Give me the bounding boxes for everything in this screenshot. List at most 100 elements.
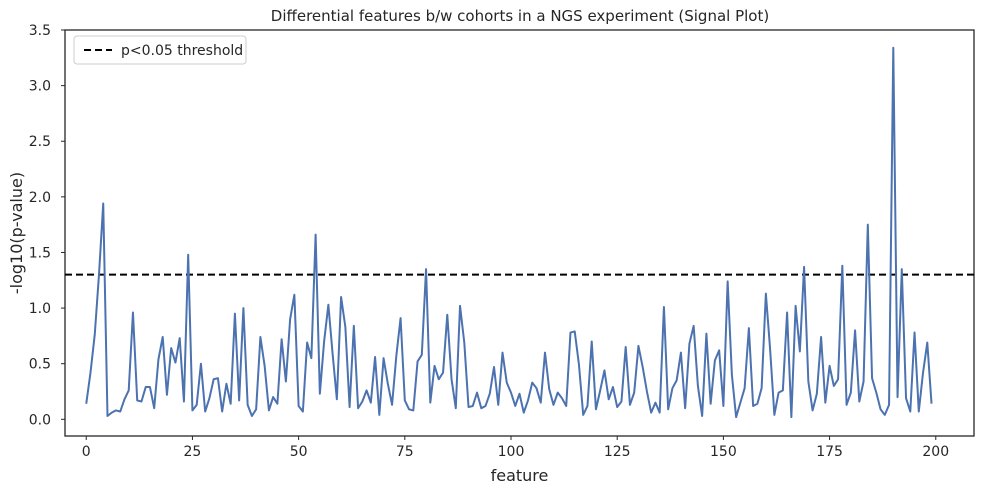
data-point — [680, 352, 682, 354]
data-point — [629, 404, 631, 406]
legend: p<0.05 threshold — [73, 35, 247, 65]
data-point — [671, 387, 673, 389]
data-point — [472, 405, 474, 407]
chart-title: Differential features b/w cohorts in a N… — [271, 7, 769, 25]
data-point — [98, 274, 100, 276]
data-point — [612, 386, 614, 388]
data-point — [829, 365, 831, 367]
data-point — [387, 383, 389, 385]
data-point — [285, 380, 287, 382]
data-point — [871, 377, 873, 379]
data-point — [710, 403, 712, 405]
y-tick-label: 3.5 — [29, 23, 51, 39]
y-tick-label: 1.0 — [29, 301, 51, 317]
data-point — [115, 409, 117, 411]
data-point — [327, 304, 329, 306]
data-point — [867, 224, 869, 226]
y-tick-label: 0.0 — [29, 412, 51, 428]
data-point — [106, 415, 108, 417]
x-tick-label: 50 — [290, 444, 308, 460]
data-point — [340, 296, 342, 298]
data-point — [230, 403, 232, 405]
x-tick-label: 200 — [922, 444, 949, 460]
data-point — [586, 405, 588, 407]
data-point — [242, 307, 244, 309]
x-tick-label: 125 — [604, 444, 631, 460]
data-point — [569, 332, 571, 334]
data-point — [268, 409, 270, 411]
data-point — [718, 349, 720, 351]
data-point — [336, 398, 338, 400]
data-point — [799, 350, 801, 352]
data-point — [323, 340, 325, 342]
data-point — [531, 382, 533, 384]
data-point — [234, 313, 236, 315]
data-point — [701, 415, 703, 417]
data-point — [807, 380, 809, 382]
data-point — [782, 389, 784, 391]
data-point — [412, 409, 414, 411]
data-point — [276, 403, 278, 405]
data-point — [497, 404, 499, 406]
data-point — [688, 343, 690, 345]
data-point — [94, 334, 96, 336]
legend-label-threshold: p<0.05 threshold — [121, 43, 243, 59]
data-point — [429, 402, 431, 404]
data-point — [875, 392, 877, 394]
data-point — [892, 47, 894, 49]
data-point — [366, 389, 368, 391]
data-point — [510, 392, 512, 394]
data-point — [914, 332, 916, 334]
data-point — [132, 312, 134, 314]
data-point — [408, 408, 410, 410]
data-point — [901, 268, 903, 270]
data-point — [187, 254, 189, 256]
data-point — [748, 327, 750, 329]
data-point — [739, 402, 741, 404]
data-point — [238, 399, 240, 401]
data-point — [557, 392, 559, 394]
series-points — [85, 47, 932, 418]
data-point — [633, 392, 635, 394]
data-point — [523, 412, 525, 414]
data-point — [778, 392, 780, 394]
y-tick-label: 2.5 — [29, 134, 51, 150]
data-point — [824, 402, 826, 404]
x-tick-label: 75 — [396, 444, 414, 460]
data-point — [591, 340, 593, 342]
data-point — [255, 408, 257, 410]
data-point — [506, 382, 508, 384]
data-point — [752, 405, 754, 407]
x-axis-label: feature — [491, 466, 549, 485]
data-point — [884, 414, 886, 416]
data-point — [880, 408, 882, 410]
data-point — [519, 393, 521, 395]
plot-frame — [64, 29, 975, 437]
data-point — [705, 333, 707, 335]
y-tick-label: 3.0 — [29, 79, 51, 95]
data-point — [183, 401, 185, 403]
data-point — [157, 358, 159, 360]
data-point — [863, 380, 865, 382]
data-point — [111, 412, 113, 414]
data-point — [756, 403, 758, 405]
y-tick-label: 1.5 — [29, 245, 51, 261]
data-point — [281, 338, 283, 340]
data-point — [374, 356, 376, 358]
data-point — [438, 378, 440, 380]
data-point — [833, 385, 835, 387]
data-point — [897, 396, 899, 398]
data-point — [527, 399, 529, 401]
data-point — [841, 265, 843, 267]
data-point — [251, 415, 253, 417]
data-point — [196, 404, 198, 406]
data-point — [544, 352, 546, 354]
data-point — [837, 378, 839, 380]
data-point — [170, 347, 172, 349]
data-point — [442, 372, 444, 374]
data-point — [421, 354, 423, 356]
data-point — [552, 404, 554, 406]
data-point — [820, 336, 822, 338]
data-point — [514, 405, 516, 407]
